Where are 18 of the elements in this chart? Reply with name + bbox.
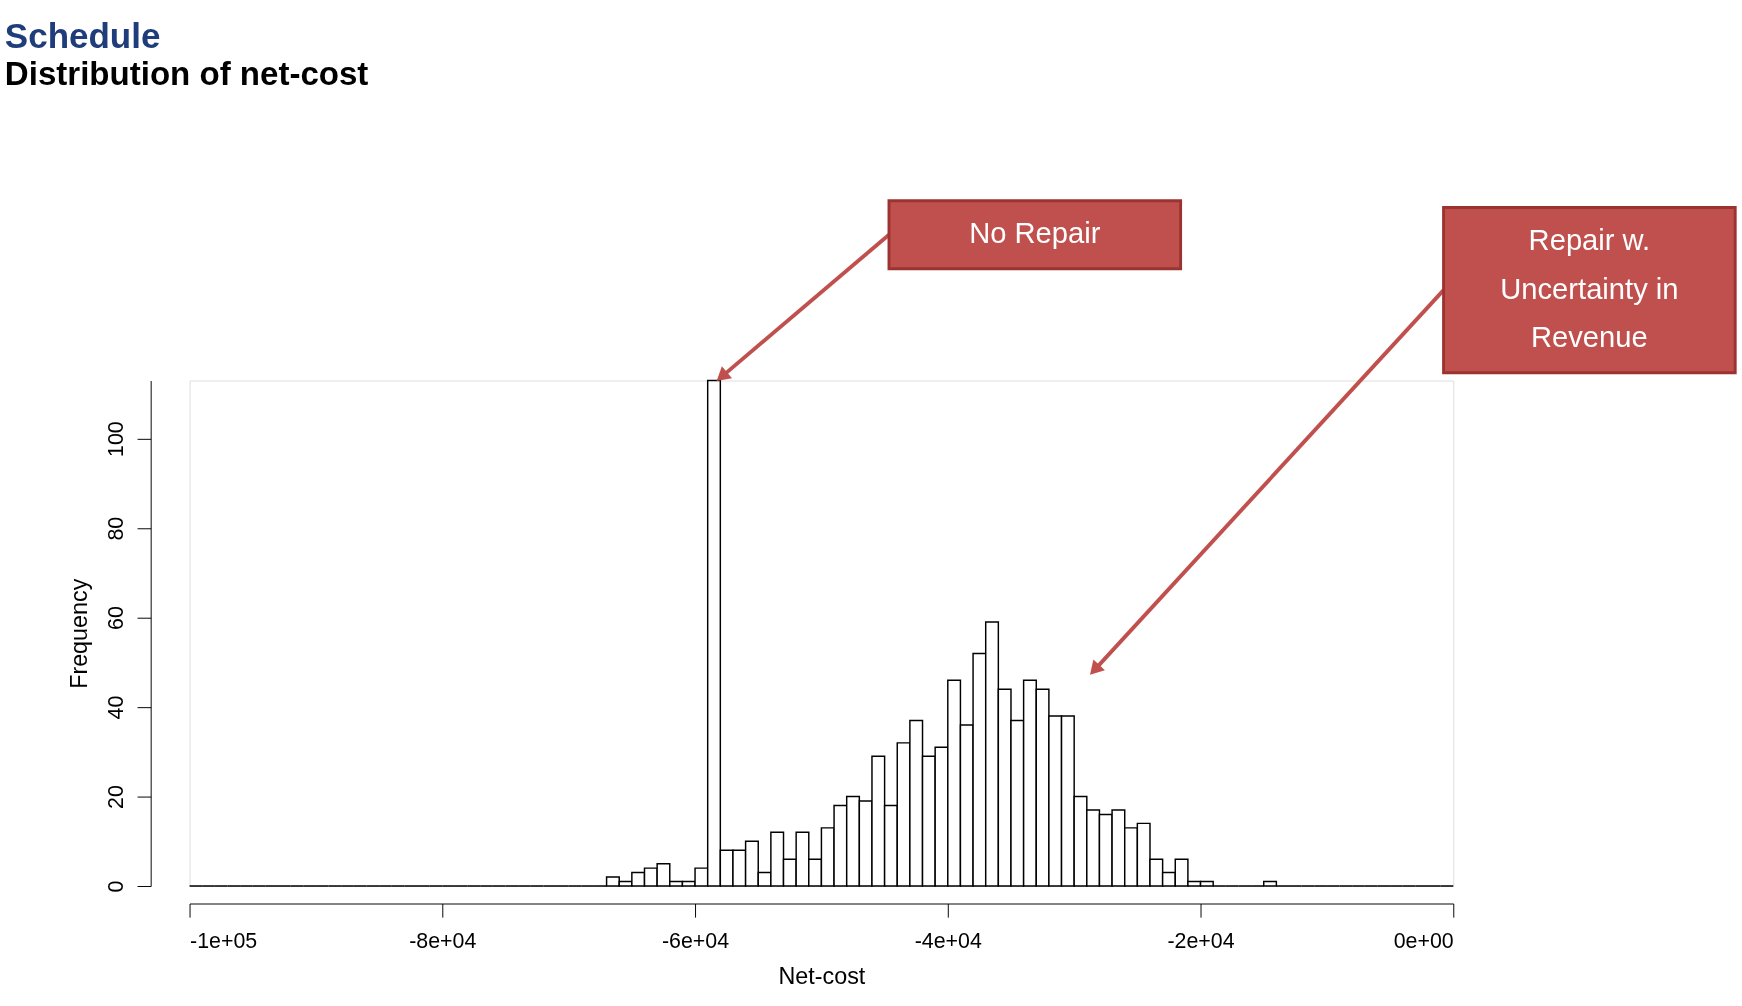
y-tick-label: 20 (103, 785, 128, 809)
x-tick-label: -4e+04 (914, 928, 982, 953)
y-tick-label: 100 (103, 421, 128, 458)
x-tick-label: -1e+05 (190, 928, 258, 953)
y-tick-label: 60 (103, 606, 128, 630)
x-tick-label: -6e+04 (661, 928, 730, 953)
x-tick-label: -8e+04 (409, 928, 477, 953)
x-tick-label: -2e+04 (1167, 928, 1235, 953)
y-tick-label: 0 (103, 880, 128, 893)
chart-title: Schedule (4, 15, 161, 55)
x-tick-label: 0e+00 (1393, 928, 1454, 953)
y-tick-label: 40 (103, 695, 128, 720)
text: Repair w. Uncertainty in Revenue (1500, 224, 1679, 354)
chart-subtitle: Distribution of net-cost (4, 54, 369, 92)
x-axis-title: Net-cost (778, 962, 866, 989)
text: No Repair (969, 217, 1101, 250)
y-tick-label: 80 (103, 516, 128, 541)
y-axis-title: Frequency (66, 578, 92, 689)
